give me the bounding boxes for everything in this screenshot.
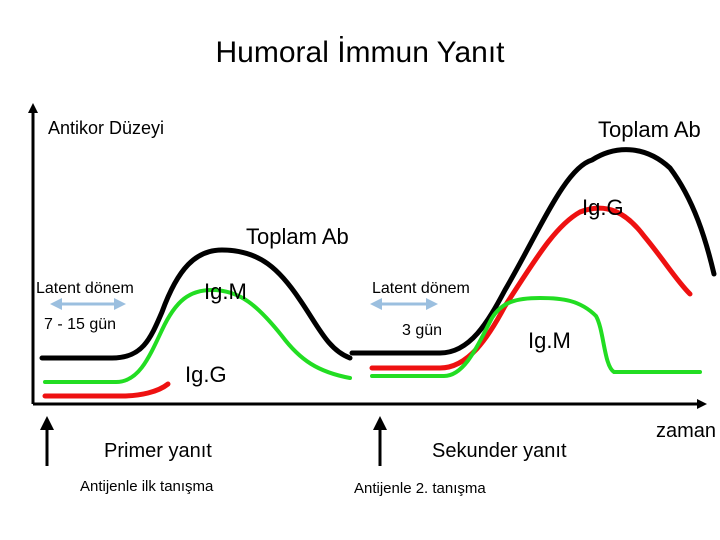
primary-latent-duration: 7 - 15 gün bbox=[44, 316, 117, 333]
first-exposure-arrow bbox=[40, 416, 54, 466]
axes bbox=[28, 103, 707, 409]
secondary-igm-curve bbox=[370, 295, 702, 378]
primary-igm-label: Ig.M bbox=[204, 279, 247, 304]
secondary-latent-duration: 3 gün bbox=[402, 322, 443, 339]
primary-latent-label: Latent dönem bbox=[36, 280, 134, 297]
primary-response-label: Primer yanıt bbox=[104, 440, 212, 462]
first-exposure-label: Antijenle ilk tanışma bbox=[80, 478, 214, 495]
secondary-latent-arrow bbox=[370, 298, 438, 310]
second-exposure-label: Antijenle 2. tanışma bbox=[354, 480, 486, 497]
secondary-response-label: Sekunder yanıt bbox=[432, 440, 567, 462]
primary-total-ab-label: Toplam Ab bbox=[246, 224, 349, 249]
primary-igg-curve bbox=[42, 381, 171, 399]
secondary-total-ab-curve bbox=[349, 147, 717, 356]
primary-igg-label: Ig.G bbox=[185, 362, 227, 387]
secondary-igg-label: Ig.G bbox=[582, 195, 624, 220]
secondary-latent-label: Latent dönem bbox=[372, 280, 470, 297]
y-axis-label: Antikor Düzeyi bbox=[48, 118, 165, 138]
primary-latent-arrow bbox=[50, 298, 126, 310]
x-axis-label: zaman bbox=[656, 420, 717, 442]
secondary-igm-label: Ig.M bbox=[528, 328, 571, 353]
primary-igm-curve bbox=[43, 287, 352, 384]
secondary-igg-curve bbox=[369, 205, 693, 371]
second-exposure-arrow bbox=[373, 416, 387, 466]
secondary-total-ab-label: Toplam Ab bbox=[598, 117, 701, 142]
diagram-title: Humoral İmmun Yanıt bbox=[215, 36, 505, 69]
primary-total-ab-curve bbox=[39, 247, 353, 361]
